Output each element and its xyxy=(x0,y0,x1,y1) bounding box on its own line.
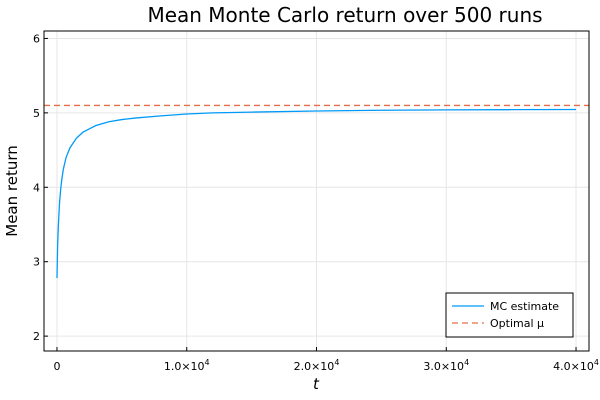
grid xyxy=(44,31,589,351)
x-axis-ticks: 0 1.0×104 2.0×104 3.0×104 4.0×104 xyxy=(53,347,599,373)
x-tick-label-exponent: 4 xyxy=(334,358,339,367)
y-tick-label: 5 xyxy=(33,107,40,120)
y-axis-label: Mean return xyxy=(3,145,21,237)
y-tick-label: 3 xyxy=(33,256,40,269)
x-tick-label-base: 4.0×10 xyxy=(553,360,594,373)
x-tick-label-base: 1.0×10 xyxy=(164,360,205,373)
x-tick-label-base: 2.0×10 xyxy=(294,360,335,373)
y-tick-label: 2 xyxy=(33,330,40,343)
x-tick-label-base: 3.0×10 xyxy=(423,360,464,373)
plot-series xyxy=(44,104,589,279)
x-tick-label: 3.0×104 xyxy=(423,358,469,373)
y-tick-label: 4 xyxy=(33,181,40,194)
x-tick-label-exponent: 4 xyxy=(594,358,599,367)
series-line-mc-estimate xyxy=(56,108,577,279)
x-tick-label: 1.0×104 xyxy=(164,358,210,373)
x-axis-label: t xyxy=(313,375,320,393)
x-tick-label: 0 xyxy=(53,360,60,373)
x-tick-label-exponent: 4 xyxy=(464,358,469,367)
x-tick-label: 2.0×104 xyxy=(294,358,340,373)
legend-label: MC estimate xyxy=(490,300,559,313)
legend-box xyxy=(445,292,574,338)
x-tick-label-exponent: 4 xyxy=(205,358,210,367)
legend-label: Optimal μ xyxy=(490,317,544,330)
x-tick-label: 4.0×104 xyxy=(553,358,599,373)
legend: MC estimate Optimal μ xyxy=(445,292,574,338)
y-axis-ticks: 2 3 4 5 6 xyxy=(33,32,48,343)
y-tick-label: 6 xyxy=(33,32,40,45)
chart-title: Mean Monte Carlo return over 500 runs xyxy=(147,3,542,27)
x-tick-label-base: 0 xyxy=(53,360,60,373)
